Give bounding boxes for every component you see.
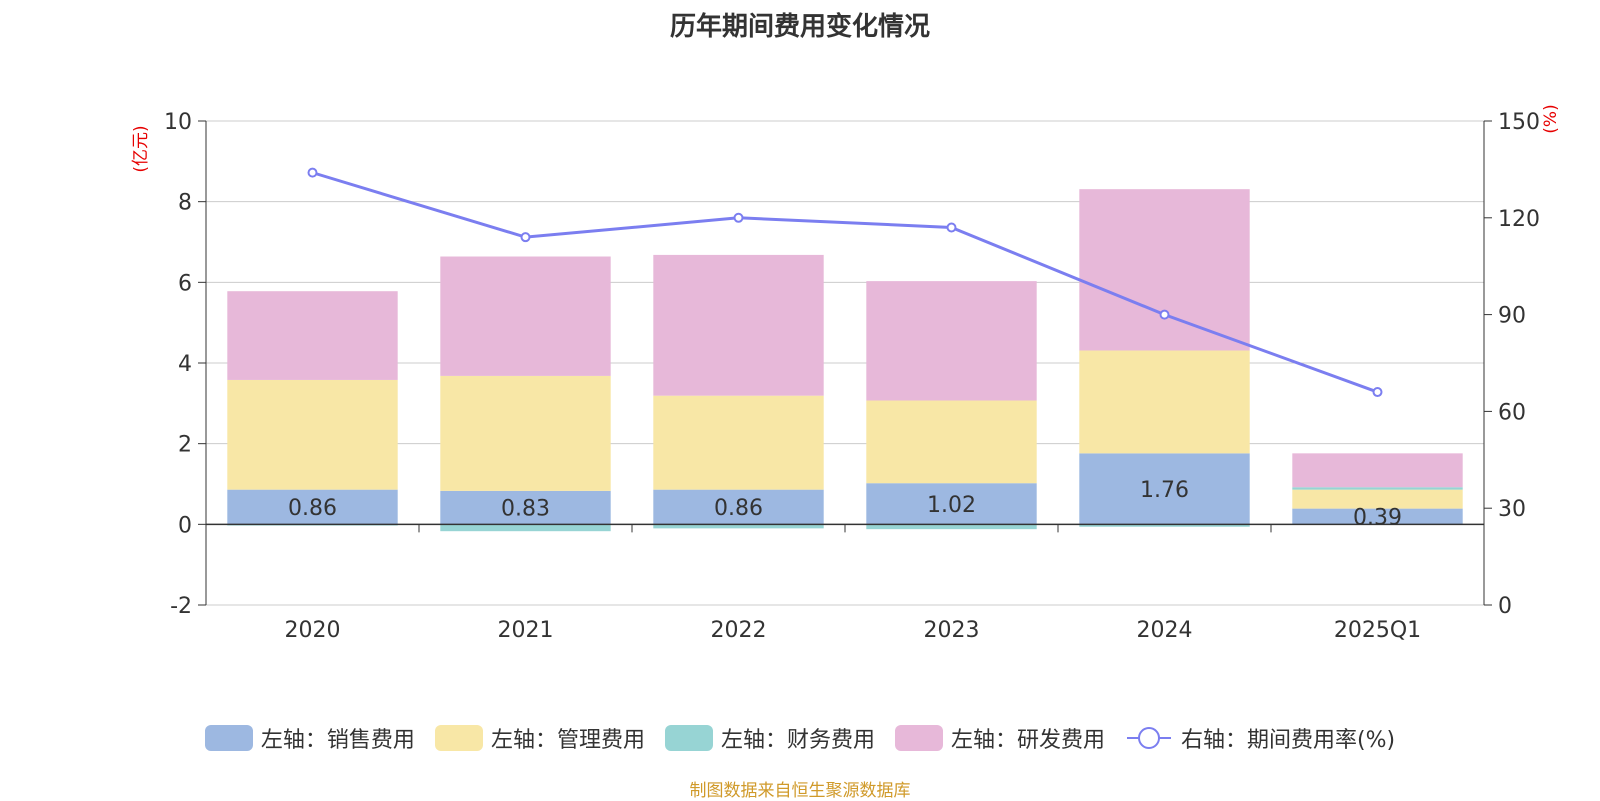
x-tick-label: 2024: [1137, 618, 1193, 643]
data-label: 0.86: [714, 496, 763, 521]
bar-segment: [1292, 487, 1463, 490]
right-tick-label: 30: [1498, 497, 1526, 522]
bar-segment: [440, 490, 611, 525]
left-axis-unit: (亿元): [131, 125, 151, 172]
bar-segment: [1079, 350, 1250, 454]
right-tick-label: 120: [1498, 207, 1540, 232]
bar-segment: [227, 379, 398, 490]
legend-swatch: [664, 725, 713, 751]
right-tick-label: 90: [1498, 304, 1526, 329]
left-tick-label: 8: [178, 191, 192, 216]
chart-area: -2 0 2 4 6 8 10 0 30 60 90 120 150 (亿元) (%) 2020 2021 202…: [131, 104, 1561, 643]
legend-item[interactable]: 左轴：销售费用: [204, 722, 415, 754]
legend: 左轴：销售费用 左轴：管理费用 左轴：财务费用 左轴：研发费用 右轴：期间费用率(%): [0, 718, 1600, 758]
legend-swatch: [434, 725, 483, 751]
left-tick-label: 10: [164, 110, 192, 135]
left-tick-label: 6: [178, 271, 192, 296]
data-label: 1.76: [1140, 478, 1189, 503]
left-tick-label: 4: [178, 352, 192, 377]
right-tick-label: 60: [1498, 400, 1526, 425]
bar-segment: [1292, 489, 1463, 509]
rate-line: [312, 171, 1379, 394]
bar-segment: [653, 489, 824, 525]
legend-label: 右轴：期间费用率(%): [1180, 728, 1396, 753]
bar-segment: [653, 524, 824, 529]
chart-title: 历年期间费用变化情况: [669, 12, 930, 42]
right-axis-unit: (%): [1541, 104, 1561, 133]
x-tick-label: 2023: [924, 618, 980, 643]
data-label: 1.02: [927, 493, 976, 518]
rate-point: [520, 232, 531, 243]
bar-segment: [866, 400, 1037, 484]
bar-segment: [866, 281, 1037, 401]
source-note: 制图数据来自恒生聚源数据库: [689, 781, 911, 801]
left-tick-label: -2: [170, 594, 192, 619]
bar-segment: [440, 375, 611, 491]
legend-item[interactable]: 右轴：期间费用率(%): [1125, 722, 1395, 754]
legend-item[interactable]: 左轴：研发费用: [894, 722, 1105, 754]
legend-label: 左轴：管理费用: [490, 728, 645, 753]
bar-segment: [1292, 453, 1463, 488]
legend-item[interactable]: 左轴：财务费用: [664, 722, 875, 754]
rate-point: [1159, 309, 1170, 320]
left-tick-label: 2: [178, 433, 192, 458]
left-tick-label: 0: [178, 513, 192, 538]
legend-label: 左轴：财务费用: [720, 728, 875, 753]
right-tick-label: 150: [1498, 110, 1540, 135]
legend-swatch: [204, 725, 253, 751]
x-tick-label: 2022: [711, 618, 767, 643]
data-label: 0.83: [501, 497, 550, 522]
data-label: 0.39: [1353, 505, 1402, 530]
rate-point: [307, 167, 318, 178]
bar-segment: [1292, 508, 1463, 525]
bar-segment: [1079, 453, 1250, 525]
rate-point: [946, 222, 957, 233]
legend-swatch: [1126, 727, 1171, 749]
bar-segment: [227, 489, 398, 525]
right-tick-label: 0: [1498, 594, 1512, 619]
rate-point: [733, 212, 744, 223]
bar-segment: [1079, 189, 1250, 351]
x-tick-label: 2020: [285, 618, 341, 643]
x-tick-label: 2021: [498, 618, 554, 643]
legend-swatch: [894, 725, 943, 751]
rate-point: [1372, 387, 1383, 398]
bar-segment: [227, 291, 398, 380]
bar-segment: [653, 254, 824, 396]
bar-segment: [1079, 524, 1250, 527]
legend-label: 左轴：销售费用: [260, 728, 415, 753]
bar-segment: [653, 395, 824, 490]
legend-item[interactable]: 左轴：管理费用: [434, 722, 645, 754]
legend-label: 左轴：研发费用: [950, 728, 1105, 753]
bar-segment: [440, 256, 611, 376]
bar-segment: [866, 524, 1037, 530]
x-tick-label: 2025Q1: [1334, 618, 1421, 643]
bar-segment: [440, 524, 611, 532]
bar-segment: [866, 483, 1037, 525]
data-label: 0.86: [288, 496, 337, 521]
